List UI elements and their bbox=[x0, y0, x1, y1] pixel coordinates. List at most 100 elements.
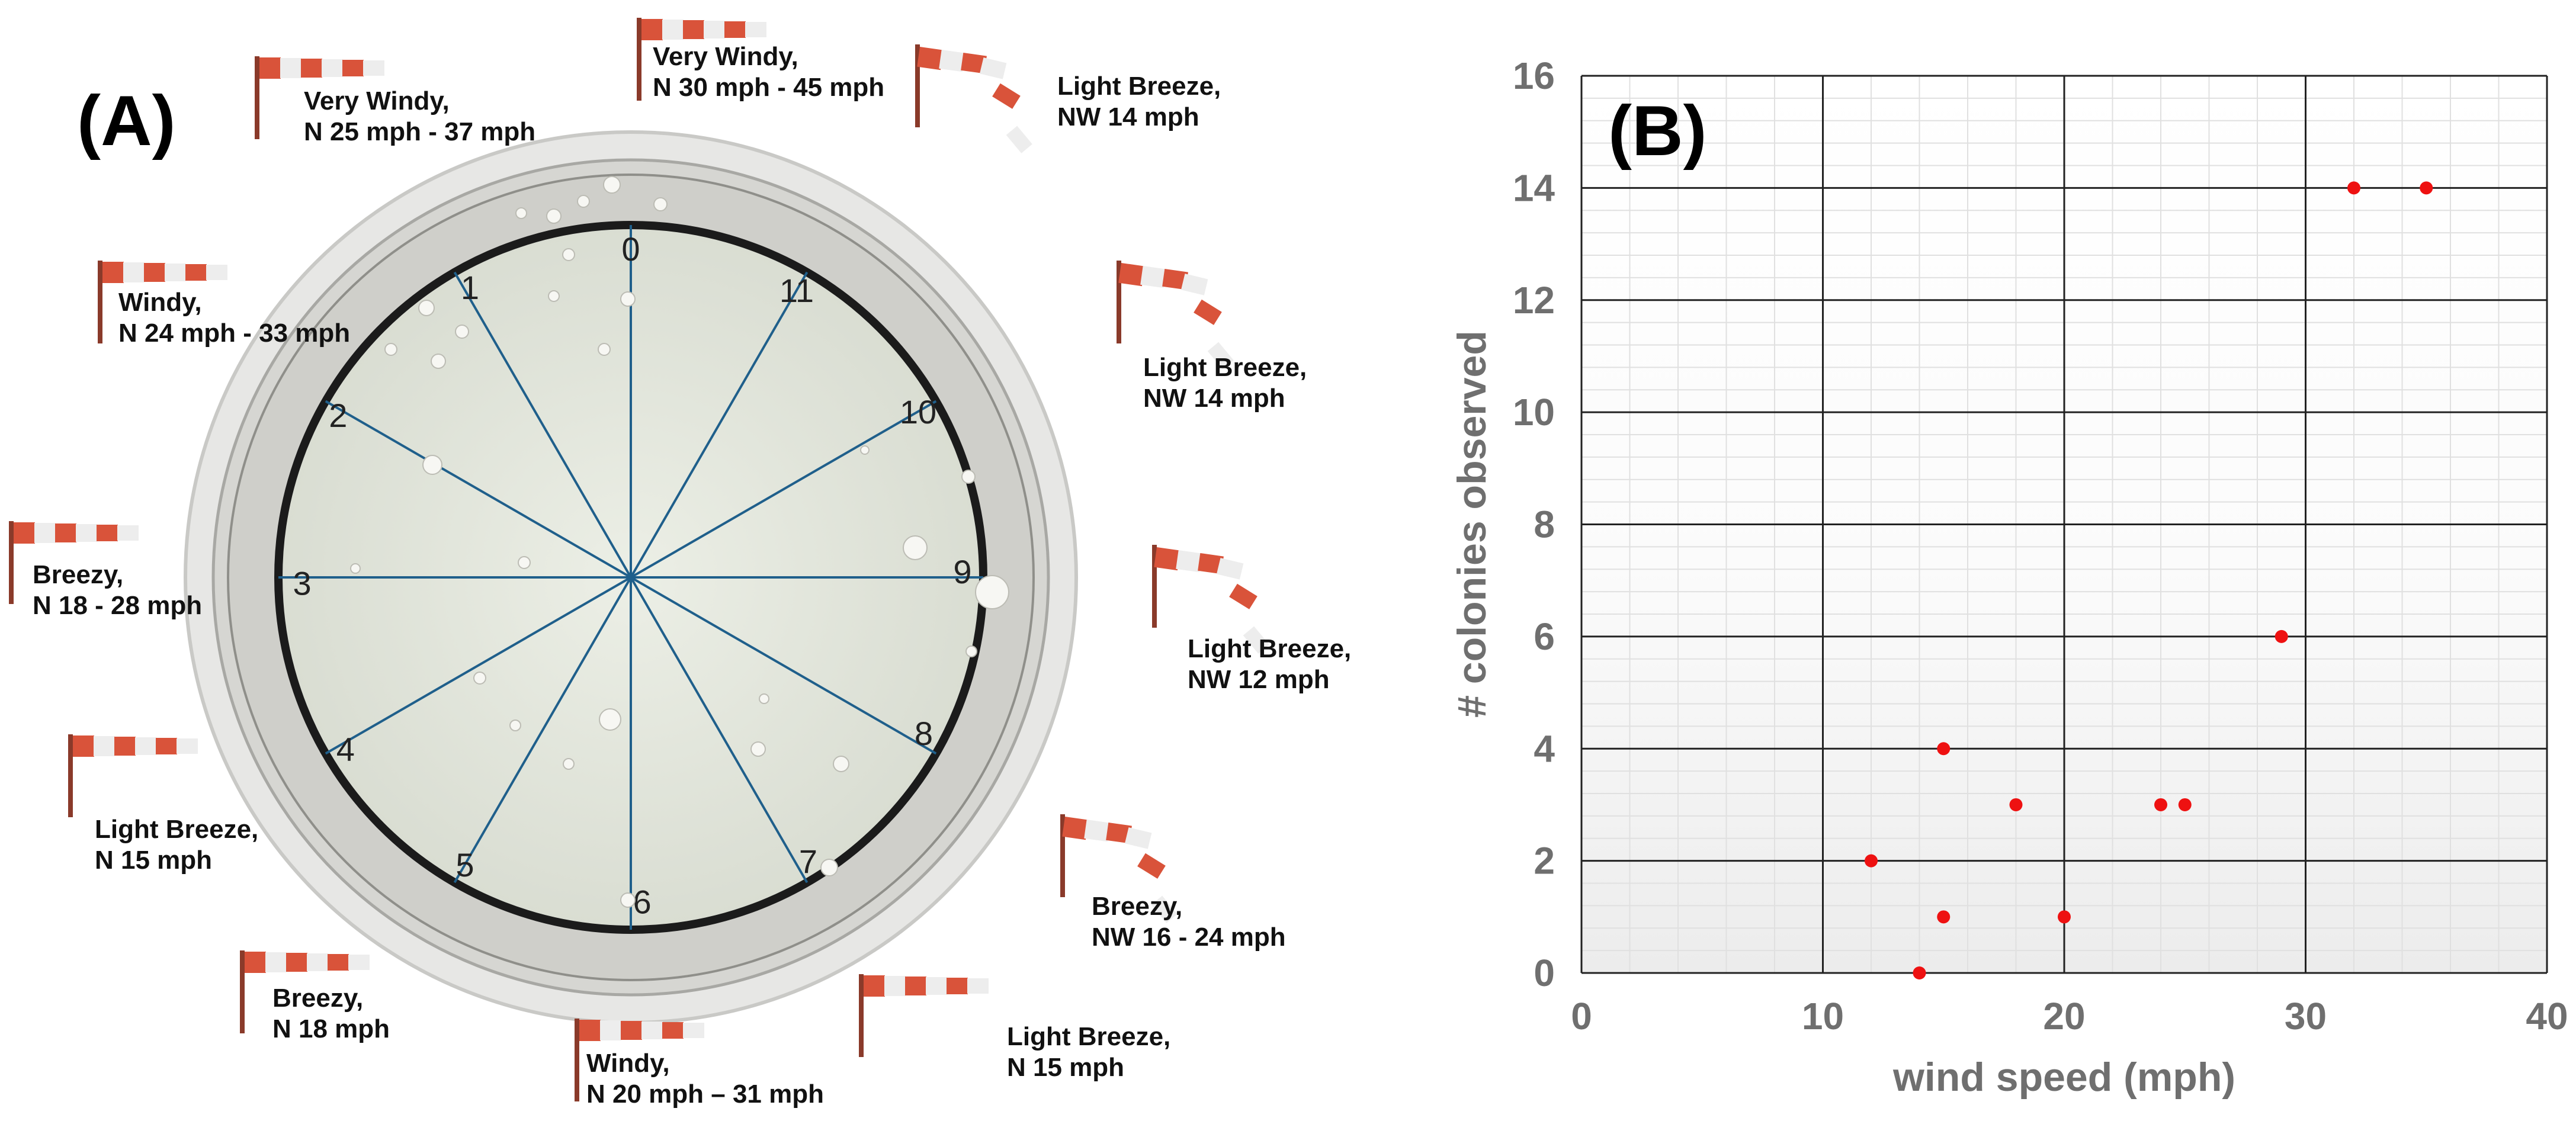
data-point bbox=[2058, 910, 2071, 924]
colony bbox=[965, 645, 977, 657]
data-point bbox=[1937, 910, 1951, 924]
windsock: Very Windy,N 30 mph - 45 mph bbox=[637, 18, 884, 102]
data-point bbox=[2009, 798, 2023, 811]
windsock-condition: Light Breeze, bbox=[1143, 353, 1307, 382]
windsock-condition: Windy, bbox=[586, 1049, 670, 1078]
y-tick-label: 10 bbox=[1513, 391, 1555, 433]
windsock-speed: N 20 mph – 31 mph bbox=[586, 1080, 824, 1109]
windsocks: Very Windy,N 30 mph - 45 mph Light Breeze… bbox=[9, 18, 1351, 1109]
windsock: Light Breeze,NW 14 mph bbox=[915, 44, 1221, 153]
x-axis-title: wind speed (mph) bbox=[1892, 1055, 2235, 1100]
colony bbox=[975, 575, 1009, 609]
colony bbox=[598, 343, 611, 356]
colony bbox=[599, 708, 621, 731]
colony bbox=[620, 291, 636, 307]
data-points bbox=[1865, 181, 2433, 979]
sector-number: 10 bbox=[900, 393, 936, 431]
windsock-icon bbox=[1060, 814, 1178, 923]
colony bbox=[833, 756, 849, 772]
colony bbox=[546, 208, 562, 224]
windsock-icon bbox=[255, 56, 384, 139]
colony bbox=[548, 290, 560, 302]
colony bbox=[384, 343, 397, 356]
windsock-speed: NW 16 - 24 mph bbox=[1092, 923, 1286, 952]
windsock-condition: Breezy, bbox=[33, 560, 123, 589]
colony bbox=[431, 354, 446, 369]
windsock: Windy,N 24 mph - 33 mph bbox=[98, 261, 350, 348]
colony bbox=[603, 176, 621, 194]
sector-number: 1 bbox=[461, 269, 479, 306]
colony bbox=[860, 445, 870, 455]
colony bbox=[961, 470, 976, 484]
colony bbox=[620, 892, 636, 908]
major-gridlines bbox=[1580, 75, 2548, 974]
y-tick-label: 4 bbox=[1534, 727, 1555, 770]
windsock-speed: NW 14 mph bbox=[1057, 102, 1199, 131]
x-tick-label: 20 bbox=[2043, 995, 2085, 1038]
colony bbox=[577, 195, 590, 208]
colony bbox=[515, 207, 527, 219]
y-tick-label: 2 bbox=[1534, 840, 1555, 882]
sector-number: 6 bbox=[633, 884, 652, 921]
colony bbox=[418, 300, 435, 316]
sector-number: 11 bbox=[779, 272, 814, 309]
colonies bbox=[350, 176, 1009, 908]
windsock-condition: Light Breeze, bbox=[95, 815, 258, 844]
data-point bbox=[2420, 181, 2433, 195]
windsock-condition: Breezy, bbox=[272, 984, 363, 1013]
windsock-condition: Light Breeze, bbox=[1007, 1022, 1170, 1051]
y-tick-label: 6 bbox=[1534, 615, 1555, 658]
windsock-icon bbox=[915, 44, 1032, 153]
windsock-speed: N 30 mph - 45 mph bbox=[653, 73, 884, 102]
windsock-speed: N 15 mph bbox=[1007, 1053, 1124, 1082]
panel-b-scatter-chart: 0 10 20 30 40 0 2 4 6 8 10 12 14 16 (B) wind speed (… bbox=[1449, 54, 2568, 1100]
windsock-condition: Light Breeze, bbox=[1188, 634, 1351, 663]
windsock: Breezy,N 18 - 28 mph bbox=[9, 521, 202, 620]
windsock-icon bbox=[98, 261, 227, 343]
sector-line bbox=[453, 271, 809, 884]
y-tick-label: 16 bbox=[1513, 54, 1555, 97]
windsock-condition: Very Windy, bbox=[304, 86, 450, 115]
data-point bbox=[1937, 742, 1951, 756]
windsock-speed: N 15 mph bbox=[95, 846, 212, 875]
y-tick-label: 0 bbox=[1534, 952, 1555, 994]
x-tick-labels: 0 10 20 30 40 bbox=[1571, 995, 2568, 1038]
petri-dish: 0 1 2 3 4 5 6 7 8 9 10 11 bbox=[184, 130, 1078, 1024]
x-tick-label: 10 bbox=[1802, 995, 1844, 1038]
panel-b-label: (B) bbox=[1608, 91, 1707, 171]
windsock-speed: N 25 mph - 37 mph bbox=[304, 117, 535, 146]
colony bbox=[518, 556, 531, 569]
windsock-speed: N 18 mph bbox=[272, 1014, 390, 1043]
windsock-icon bbox=[68, 734, 198, 817]
windsock: Light Breeze,N 15 mph bbox=[859, 974, 1170, 1082]
windsock-speed: N 18 - 28 mph bbox=[33, 591, 202, 620]
windsock-speed: NW 14 mph bbox=[1143, 384, 1285, 413]
y-axis-title: # colonies observed bbox=[1449, 330, 1494, 718]
data-point bbox=[2178, 798, 2192, 811]
panel-a-label: (A) bbox=[77, 81, 176, 160]
data-point bbox=[1865, 854, 1878, 868]
colony bbox=[563, 758, 575, 770]
y-tick-label: 14 bbox=[1513, 166, 1555, 209]
windsock: Light Breeze,NW 12 mph bbox=[1152, 545, 1351, 694]
windsock-icon bbox=[859, 974, 989, 1057]
windsock-condition: Very Windy, bbox=[653, 42, 798, 71]
colony bbox=[509, 720, 521, 731]
windsock-condition: Light Breeze, bbox=[1057, 72, 1221, 101]
y-tick-label: 8 bbox=[1534, 503, 1555, 546]
windsock: Very Windy,N 25 mph - 37 mph bbox=[255, 56, 535, 146]
y-tick-label: 12 bbox=[1513, 279, 1555, 322]
windsock: Windy,N 20 mph – 31 mph bbox=[575, 1019, 824, 1109]
sector-numbers: 0 1 2 3 4 5 6 7 8 9 10 11 bbox=[293, 230, 972, 921]
sector-number: 7 bbox=[799, 843, 817, 880]
windsock-icon bbox=[637, 18, 766, 101]
sector-number: 4 bbox=[336, 730, 355, 767]
colony bbox=[653, 197, 668, 211]
sector-number: 3 bbox=[293, 565, 312, 602]
windsock-speed: NW 12 mph bbox=[1188, 665, 1330, 694]
sector-number: 2 bbox=[329, 397, 347, 434]
windsock-icon bbox=[1117, 261, 1234, 370]
colony bbox=[562, 248, 575, 261]
